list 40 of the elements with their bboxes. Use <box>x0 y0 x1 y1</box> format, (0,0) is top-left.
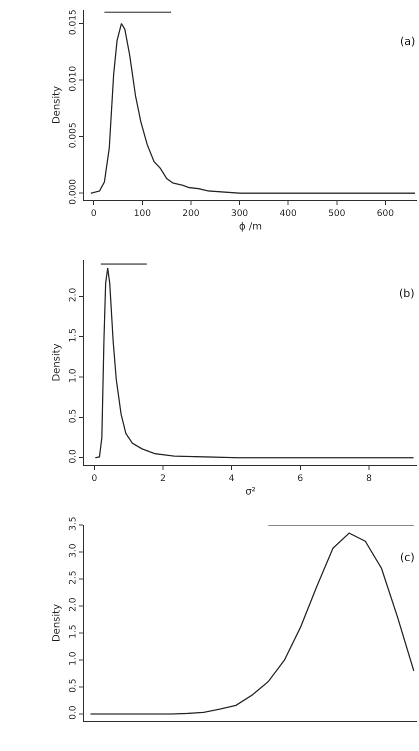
x-tick-label: 300 <box>230 208 248 219</box>
y-tick-label: 0.010 <box>68 66 78 92</box>
line-series <box>90 22 416 194</box>
y-tick-label: 1.0 <box>68 368 78 383</box>
x-tick-label: 6 <box>297 474 304 484</box>
x-axis-title: ϕ /m <box>239 221 262 232</box>
y-tick-label: 3.0 <box>68 543 78 558</box>
y-tick-label: 0.005 <box>68 122 78 148</box>
y-tick-label: 0.015 <box>68 9 78 36</box>
x-tick-label: 600 <box>376 208 394 219</box>
y-tick-label: 0.000 <box>68 178 78 205</box>
line-series <box>94 267 414 458</box>
y-axis-title: Density <box>51 604 62 642</box>
x-tick-label: 0 <box>90 208 97 219</box>
x-tick-label: 8 <box>366 474 372 484</box>
y-tick-label: 1.5 <box>68 624 78 639</box>
y-tick-label: 1.5 <box>68 328 78 342</box>
annotation: (a) <box>400 35 416 48</box>
x-tick-label: 2 <box>160 474 166 484</box>
y-tick-label: 2.0 <box>68 288 78 302</box>
y-tick-label: 2.0 <box>68 597 78 612</box>
x-axis-title: σ² <box>245 486 256 498</box>
y-tick-label: 3.5 <box>68 516 78 531</box>
x-tick-label: 500 <box>328 208 346 219</box>
line-series <box>90 532 414 715</box>
y-tick-label: 0.5 <box>68 678 78 693</box>
x-tick-label: 200 <box>182 208 200 219</box>
x-tick-label: 100 <box>134 208 152 219</box>
annotation: (b) <box>399 287 415 300</box>
y-tick-label: 1.0 <box>68 651 78 666</box>
y-axis-title: Density <box>51 343 62 382</box>
y-tick-label: 0.0 <box>68 448 78 464</box>
x-tick-label: 400 <box>280 208 298 219</box>
y-axis-title: Density <box>51 86 62 124</box>
y-tick-label: 2.5 <box>68 570 78 585</box>
y-tick-label: 0.5 <box>68 408 78 424</box>
annotation: (c) <box>400 551 415 564</box>
x-tick-label: 0 <box>91 474 98 484</box>
x-tick-label: 4 <box>228 474 235 484</box>
y-tick-label: 0.0 <box>68 705 78 720</box>
